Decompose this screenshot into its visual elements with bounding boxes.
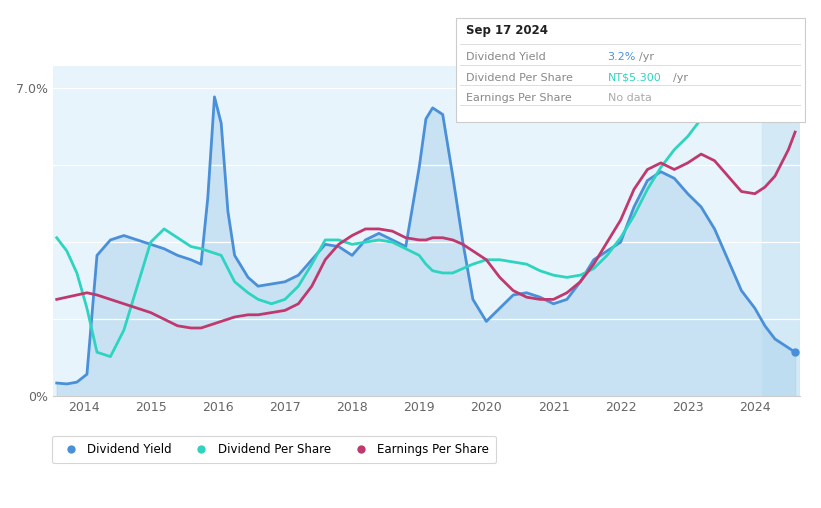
Text: Past: Past — [765, 94, 790, 108]
Text: /yr: /yr — [639, 52, 654, 62]
Text: No data: No data — [608, 93, 651, 103]
Text: NT$5.300: NT$5.300 — [608, 73, 661, 83]
Text: Sep 17 2024: Sep 17 2024 — [466, 24, 548, 37]
Legend: Dividend Yield, Dividend Per Share, Earnings Per Share: Dividend Yield, Dividend Per Share, Earn… — [52, 436, 496, 463]
Text: Dividend Per Share: Dividend Per Share — [466, 73, 572, 83]
Text: Dividend Yield: Dividend Yield — [466, 52, 545, 62]
Text: 3.2%: 3.2% — [608, 52, 636, 62]
Text: Earnings Per Share: Earnings Per Share — [466, 93, 571, 103]
Bar — [762, 66, 800, 396]
Text: /yr: /yr — [673, 73, 688, 83]
